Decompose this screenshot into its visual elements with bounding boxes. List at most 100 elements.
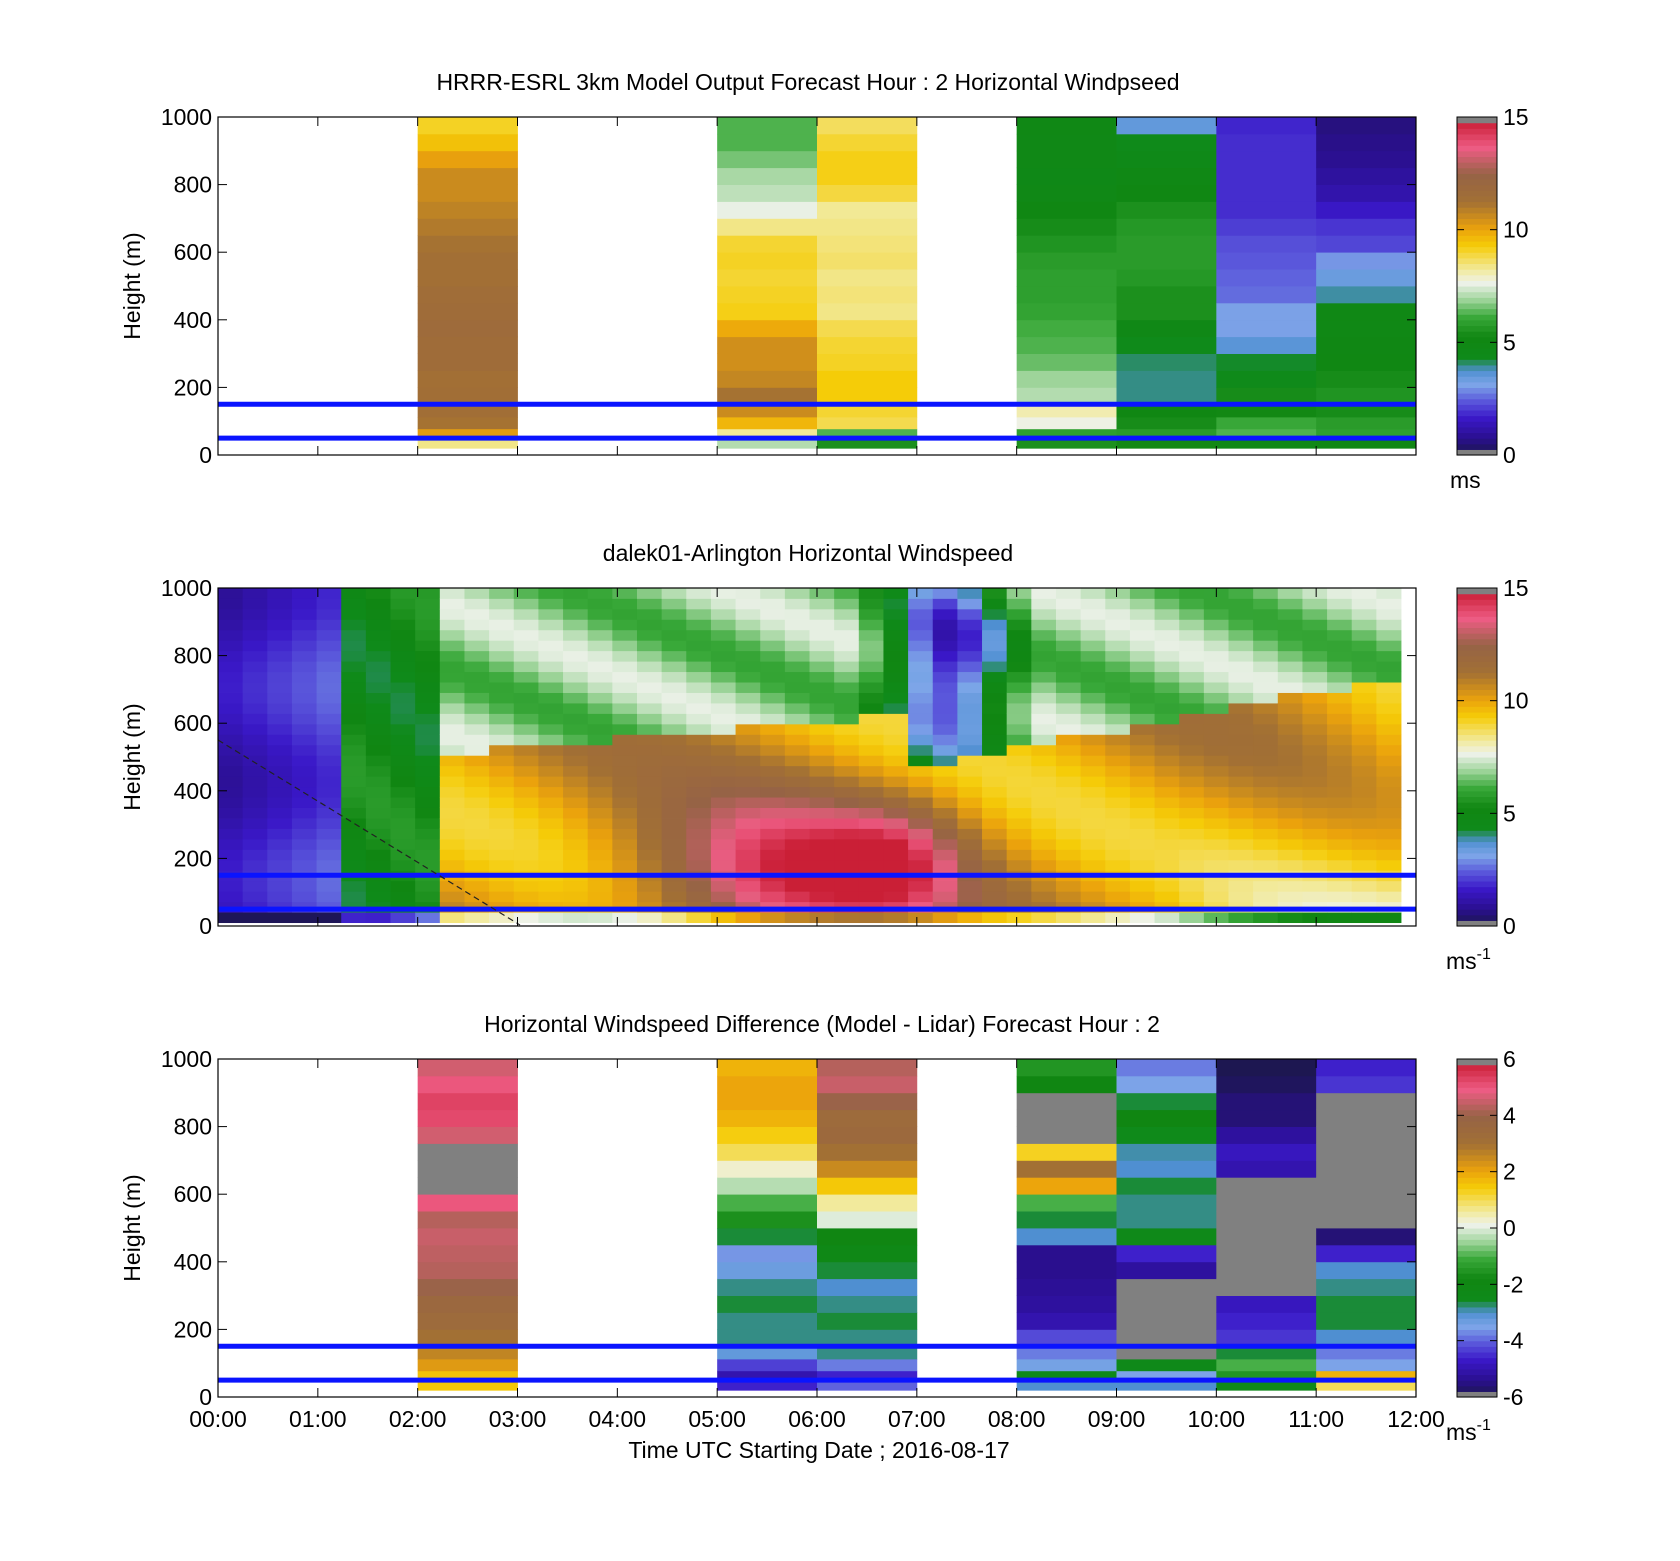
heatmap-cell (932, 671, 958, 683)
heatmap-cell (817, 1244, 918, 1263)
heatmap-cell (1203, 703, 1229, 714)
heatmap-cell (982, 755, 1008, 767)
heatmap-cell (563, 797, 589, 808)
heatmap-cell (717, 1109, 818, 1127)
heatmap-cell (267, 797, 293, 808)
heatmap-cell (1216, 1126, 1317, 1144)
heatmap-cell (439, 588, 465, 599)
heatmap-cell (1316, 1160, 1417, 1178)
heatmap-cell (1376, 838, 1402, 850)
heatmap-cell (982, 859, 1008, 871)
heatmap-cell (1203, 755, 1229, 767)
heatmap-cell (291, 744, 317, 756)
heatmap-cell (1302, 807, 1328, 819)
colorbar-segment (1457, 297, 1497, 304)
heatmap-cell (390, 671, 416, 683)
heatmap-cell (735, 828, 761, 840)
heatmap-cell (834, 588, 860, 599)
heatmap-cell (439, 619, 465, 631)
heatmap-cell (415, 880, 441, 892)
heatmap-cell (390, 713, 416, 725)
heatmap-cell (784, 713, 810, 725)
heatmap-cell (417, 1329, 518, 1346)
heatmap-cell (1203, 629, 1229, 641)
heatmap-cell (365, 723, 391, 735)
heatmap-cell (1116, 1312, 1217, 1330)
heatmap-cell (341, 776, 367, 788)
heatmap-cell (1006, 734, 1032, 746)
colorbar-segment (1457, 1143, 1497, 1150)
heatmap-cell (636, 849, 663, 861)
heatmap-cell (1302, 671, 1328, 683)
heatmap-cell (1351, 640, 1377, 652)
colorbar-segment (1457, 818, 1497, 826)
colorbar-segment (1457, 1301, 1497, 1308)
heatmap-cell (636, 828, 663, 840)
heatmap-cell (1031, 797, 1057, 808)
heatmap-cell (1327, 828, 1353, 840)
heatmap-cell (1179, 650, 1205, 662)
heatmap-cell (1376, 859, 1402, 871)
heatmap-cell (1316, 319, 1417, 338)
heatmap-cell (957, 859, 983, 871)
heatmap-cell (316, 797, 342, 808)
heatmap-cell (817, 252, 918, 270)
heatmap-cell (538, 661, 564, 673)
heatmap-cell (1129, 619, 1155, 631)
heatmap-cell (267, 661, 293, 673)
colorbar-segment (1457, 1256, 1497, 1263)
heatmap-cell (417, 1278, 518, 1296)
heatmap-cell (1016, 370, 1117, 388)
heatmap-cell (1216, 387, 1317, 404)
heatmap-cell (735, 755, 761, 767)
heatmap-cell (1016, 1228, 1117, 1246)
colorbar-segment (1457, 914, 1497, 921)
difference-reference-lines (218, 1343, 1416, 1383)
heatmap-cell (784, 786, 810, 798)
heatmap-cell (1228, 640, 1254, 652)
heatmap-cell (1154, 588, 1180, 599)
heatmap-cell (1203, 619, 1229, 631)
heatmap-cell (760, 734, 786, 746)
heatmap-cell (612, 619, 638, 631)
colorbar-segment (1457, 807, 1497, 814)
heatmap-cell (1228, 619, 1254, 631)
heatmap-cell (587, 671, 613, 683)
heatmap-cell (439, 598, 465, 610)
heatmap-cell (1105, 828, 1131, 840)
heatmap-cell (1006, 880, 1032, 892)
heatmap-cell (636, 703, 663, 714)
heatmap-cell (1351, 713, 1377, 725)
heatmap-cell (612, 661, 638, 673)
heatmap-cell (932, 661, 958, 673)
heatmap-cell (1203, 608, 1229, 620)
heatmap-cell (242, 797, 268, 808)
heatmap-cell (957, 776, 983, 788)
heatmap-cell (636, 765, 663, 777)
lidar-colorbar (1456, 587, 1498, 927)
heatmap-cell (1351, 838, 1377, 850)
heatmap-cell (908, 765, 934, 777)
heatmap-cell (1376, 818, 1402, 829)
heatmap-cell (1277, 640, 1303, 652)
heatmap-cell (1031, 588, 1057, 599)
heatmap-cell (513, 755, 539, 767)
heatmap-cell (1327, 713, 1353, 725)
colorbar-frame (1456, 116, 1498, 456)
heatmap-cell (513, 588, 539, 599)
heatmap-cell (1228, 838, 1254, 850)
heatmap-cell (464, 640, 490, 652)
heatmap-cell (587, 849, 613, 861)
heatmap-cell (1316, 1109, 1417, 1127)
heatmap-cell (858, 608, 884, 620)
heatmap-cell (267, 713, 293, 725)
heatmap-cell (686, 650, 712, 662)
colorbar-segment (1457, 207, 1497, 214)
heatmap-cell (242, 723, 268, 735)
colorbar-tick-label: 10 (1503, 217, 1529, 243)
heatmap-cell (636, 838, 663, 850)
heatmap-cell (760, 713, 786, 725)
heatmap-cell (464, 661, 490, 673)
y-tick-label: 200 (174, 374, 212, 400)
heatmap-cell (1006, 598, 1032, 610)
